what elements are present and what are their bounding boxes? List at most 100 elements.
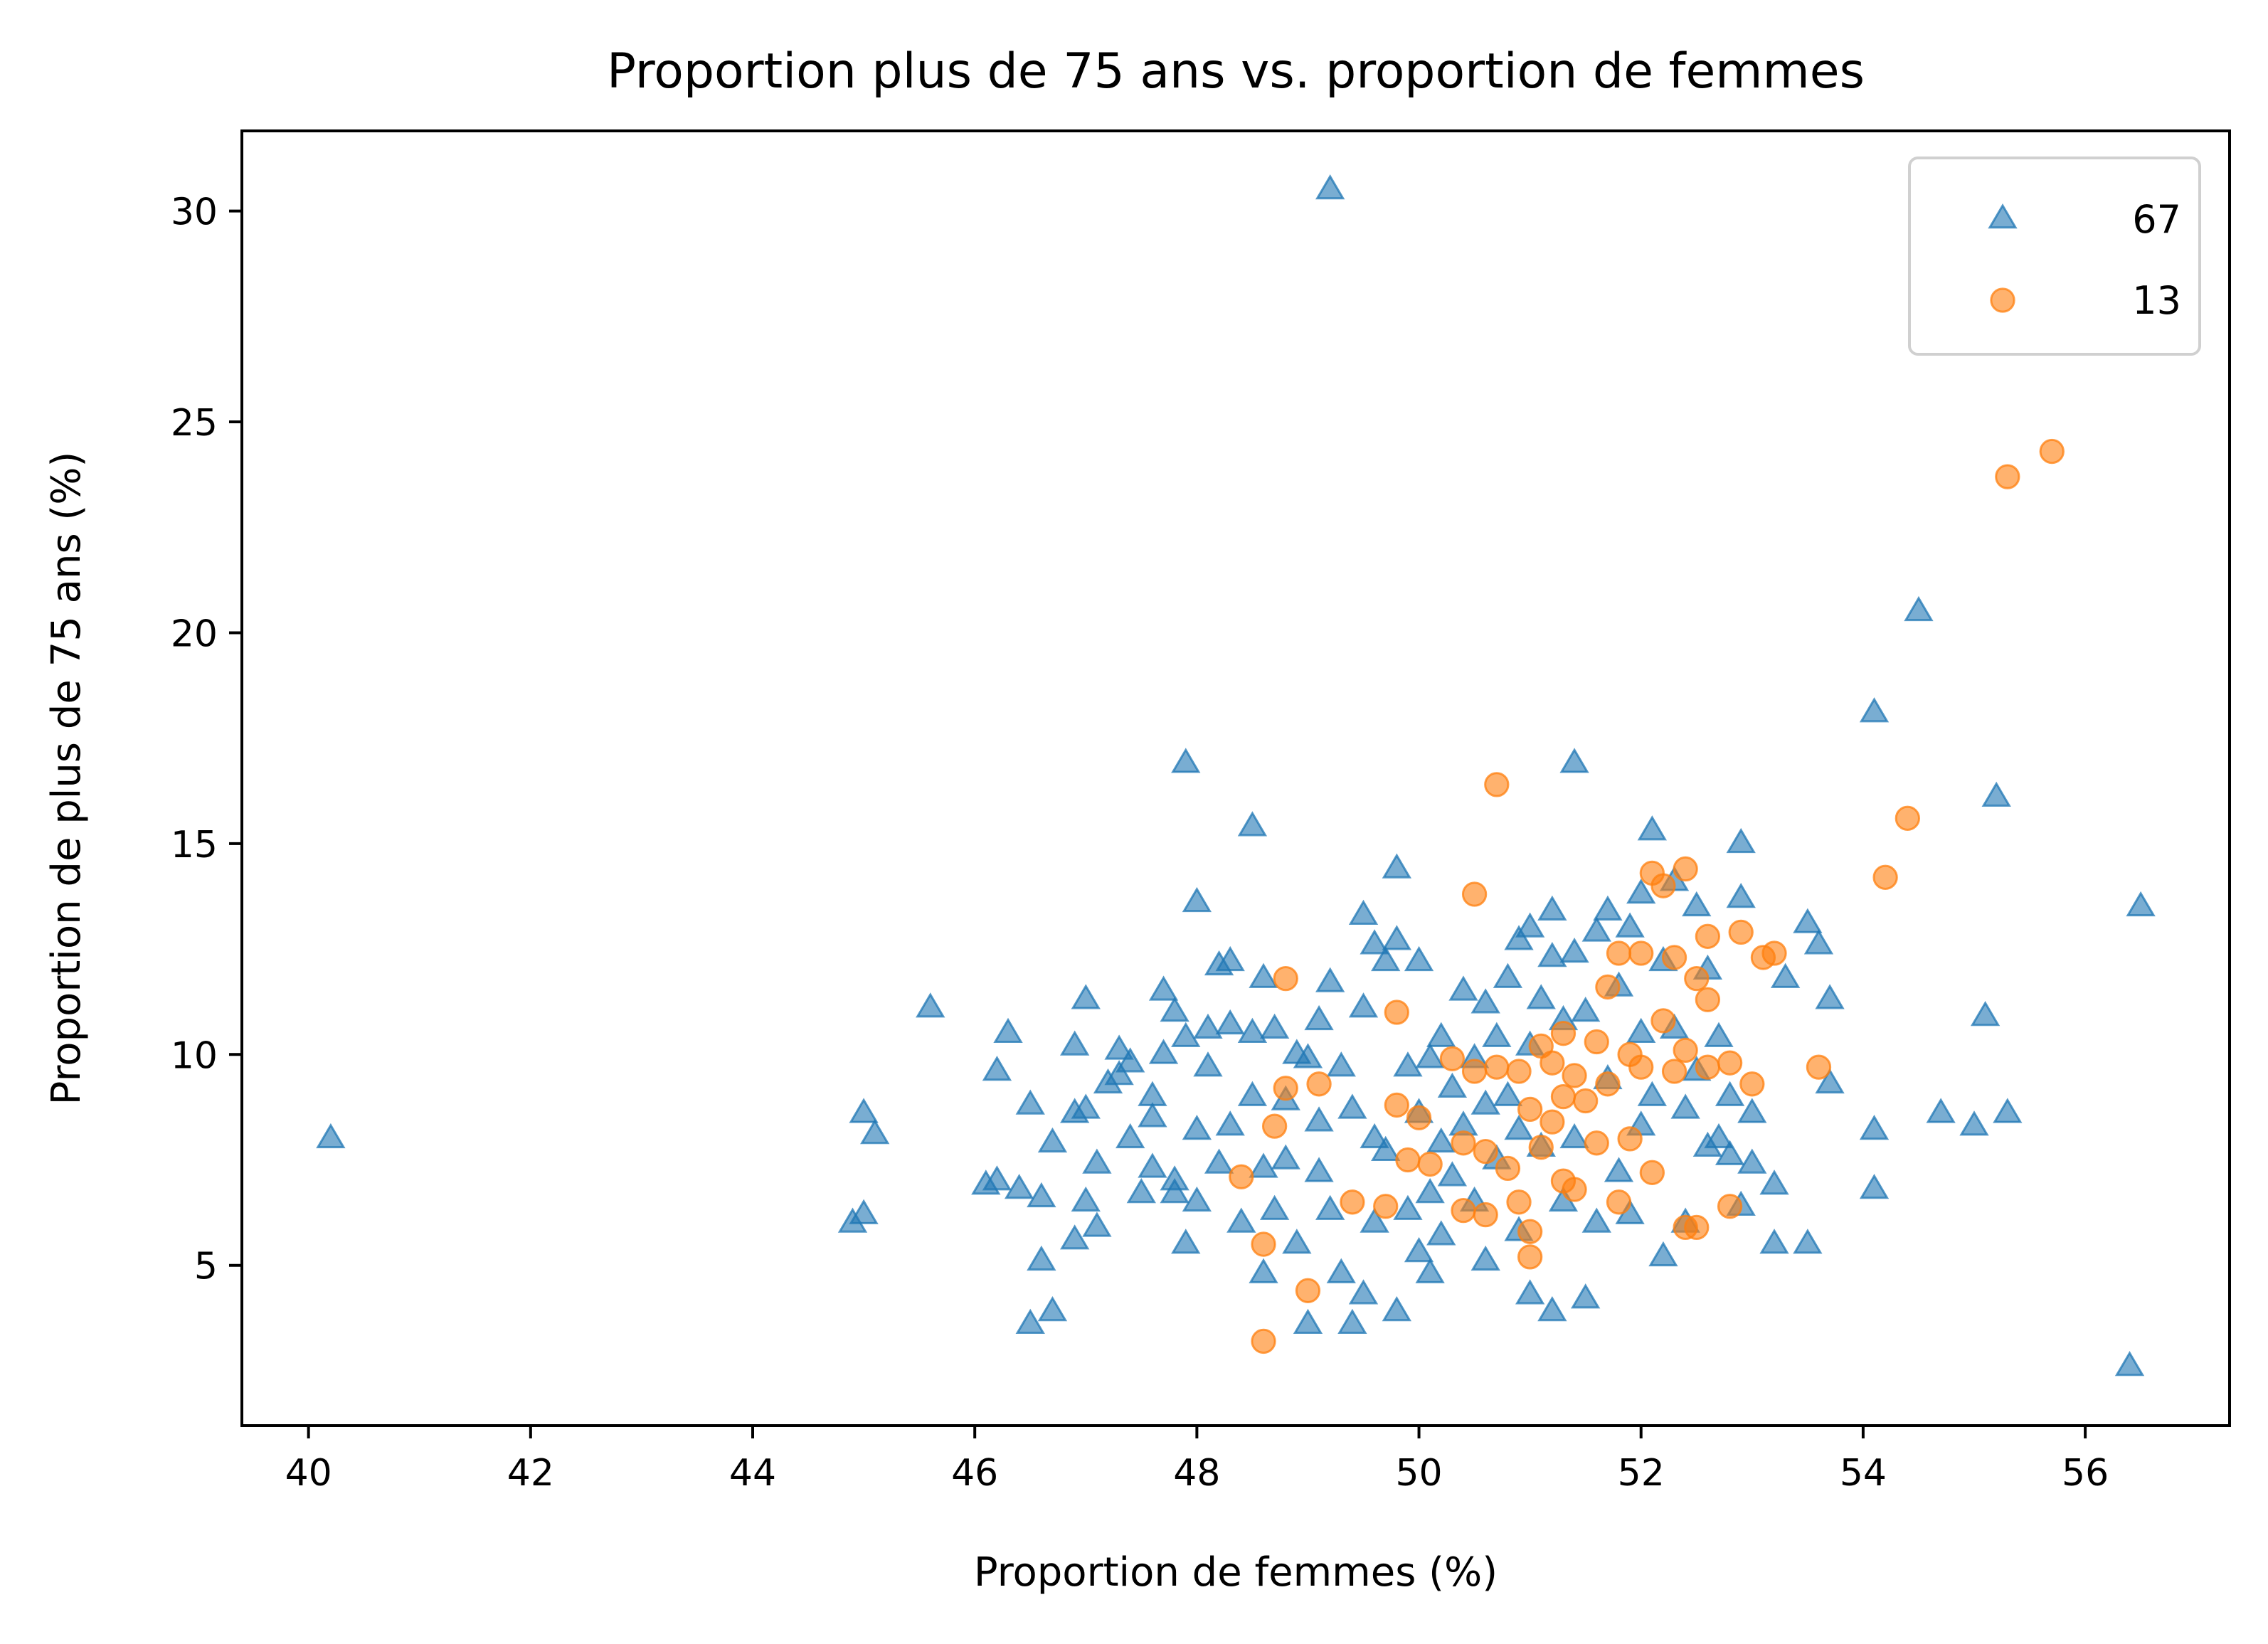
data-point-circle: [1573, 1088, 1599, 1114]
data-point-triangle: [1071, 984, 1101, 1009]
data-point-triangle: [1493, 962, 1523, 988]
data-point-triangle: [1415, 1177, 1445, 1204]
data-point-circle: [1562, 1177, 1587, 1202]
data-point-triangle: [1082, 1148, 1112, 1174]
data-point-triangle: [1382, 1295, 1411, 1322]
data-point-triangle: [1160, 997, 1189, 1022]
data-point-triangle: [1348, 992, 1379, 1018]
data-point-triangle: [1315, 967, 1345, 992]
data-point-triangle: [1537, 941, 1567, 967]
data-point-circle: [1550, 1083, 1577, 1110]
data-point-triangle: [1682, 891, 1712, 917]
data-point-triangle: [1504, 1115, 1534, 1140]
data-point-triangle: [1581, 916, 1611, 942]
data-point-triangle: [1715, 1140, 1745, 1165]
legend-box: [1908, 157, 2201, 356]
data-point-triangle: [1637, 815, 1668, 841]
data-point-triangle: [1859, 1115, 1890, 1140]
data-point-triangle: [1537, 895, 1567, 921]
data-point-circle: [1717, 1050, 1743, 1076]
x-tick-label: 48: [1173, 1452, 1220, 1495]
data-point-circle: [1872, 864, 1898, 890]
data-point-triangle: [1027, 1245, 1056, 1271]
data-point-triangle: [1515, 1279, 1545, 1305]
data-point-triangle: [1471, 1089, 1500, 1115]
data-point-triangle: [1138, 1152, 1167, 1178]
data-point-triangle: [1348, 899, 1379, 925]
legend-items: 67 13: [1988, 197, 2181, 323]
data-point-triangle: [1759, 1170, 1789, 1195]
data-point-circle: [1650, 1008, 1676, 1034]
data-point-circle: [2039, 438, 2065, 465]
data-point-triangle: [1571, 997, 1601, 1022]
data-point-triangle: [1704, 1123, 1734, 1149]
data-point-circle: [1684, 1214, 1710, 1241]
data-point-triangle: [982, 1056, 1012, 1081]
data-point-triangle: [1182, 1186, 1212, 1212]
data-point-triangle: [1171, 748, 1201, 773]
data-point-circle: [1695, 923, 1721, 949]
data-point-triangle: [2114, 1351, 2145, 1377]
data-point-triangle: [1426, 1220, 1456, 1246]
data-point-circle: [1628, 940, 1654, 966]
x-tick-label: 46: [951, 1452, 998, 1495]
data-point-triangle: [1437, 1161, 1468, 1187]
data-point-circle: [1595, 1071, 1621, 1097]
data-point-triangle: [1360, 929, 1389, 955]
data-point-triangle: [1515, 912, 1545, 938]
data-point-circle: [1495, 1155, 1521, 1182]
y-axis-ticks: 5 10 15 20 25 30: [171, 191, 242, 1288]
data-point-circle: [1584, 1130, 1609, 1156]
data-point-triangle: [1315, 174, 1345, 200]
data-point-triangle: [1215, 1009, 1245, 1035]
data-point-triangle: [1326, 1258, 1356, 1283]
data-point-triangle: [1204, 1148, 1234, 1174]
data-point-triangle: [1626, 1017, 1656, 1043]
data-point-triangle: [1326, 1051, 1356, 1077]
data-point-circle: [1251, 1231, 1276, 1257]
data-point-triangle: [1815, 984, 1845, 1009]
data-point-circle: [1661, 945, 1687, 970]
x-tick-label: 52: [1618, 1452, 1665, 1495]
data-point-circle: [1473, 1202, 1498, 1228]
data-point-circle: [1550, 1021, 1577, 1046]
data-point-triangle: [1160, 1177, 1189, 1204]
data-point-triangle: [1182, 886, 1212, 913]
data-point-circle: [1684, 965, 1710, 992]
data-point-circle: [1895, 805, 1920, 831]
y-axis-label: Proportion de plus de 75 ans (%): [43, 452, 90, 1105]
data-point-triangle: [1493, 1081, 1523, 1106]
y-tick-label: 10: [171, 1034, 218, 1077]
data-point-circle: [1384, 999, 1409, 1025]
data-point-triangle: [1726, 827, 1756, 854]
data-point-triangle: [316, 1123, 346, 1149]
data-point-circle: [1451, 1130, 1476, 1156]
data-point-triangle: [1138, 1102, 1167, 1128]
data-point-circle: [1295, 1278, 1321, 1303]
data-point-triangle: [1193, 1051, 1223, 1077]
data-point-triangle: [1271, 1144, 1300, 1170]
data-point-circle: [1484, 772, 1510, 797]
data-point-triangle: [1426, 1022, 1456, 1047]
y-tick-label: 15: [171, 824, 218, 866]
data-point-triangle: [1259, 1194, 1290, 1220]
data-point-triangle: [1715, 1081, 1745, 1106]
data-point-triangle: [1537, 1295, 1567, 1322]
data-point-triangle: [1371, 1135, 1401, 1161]
x-axis-label: Proportion de femmes (%): [974, 1549, 1498, 1596]
data-point-triangle: [1959, 1110, 1989, 1136]
data-point-triangle: [1027, 1182, 1056, 1208]
data-point-triangle: [1104, 1034, 1134, 1060]
data-point-triangle: [1071, 1186, 1101, 1212]
data-point-triangle: [849, 1199, 879, 1224]
chart-title: Proportion plus de 75 ans vs. proportion…: [607, 43, 1865, 100]
data-point-triangle: [1670, 1093, 1700, 1119]
data-point-circle: [1473, 1139, 1498, 1165]
data-point-circle: [1761, 940, 1787, 966]
data-point-triangle: [1626, 879, 1656, 904]
data-point-triangle: [1382, 925, 1411, 950]
data-point-triangle: [1060, 1224, 1090, 1250]
plot-points: [316, 174, 2156, 1377]
